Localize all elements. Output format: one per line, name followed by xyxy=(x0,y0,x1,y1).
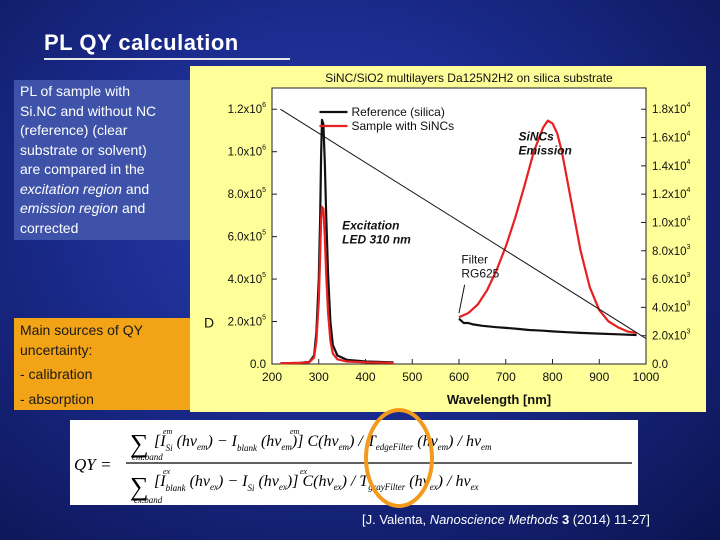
x-tick-label: 600 xyxy=(449,370,469,384)
y-right-tick-label: 1.4x104 xyxy=(652,159,691,173)
pl-spectrum-chart: SiNC/SiO2 multilayers Da125N2H2 on silic… xyxy=(190,66,706,412)
pl-spectrum-svg: SiNC/SiO2 multilayers Da125N2H2 on silic… xyxy=(204,71,691,407)
note-excitation-region: excitation region xyxy=(20,180,122,197)
legend-label: Reference (silica) xyxy=(351,105,444,119)
x-tick-label: 700 xyxy=(496,370,516,384)
annotation-line1: Excitation xyxy=(342,219,399,233)
y-left-tick-label: 2.0x105 xyxy=(228,315,267,329)
uncertainty-line-1: Main sources of QY xyxy=(20,322,143,338)
y-right-tick-label: 4.0x103 xyxy=(652,300,691,314)
note-line-1: PL of sample with xyxy=(20,83,130,99)
y-left-tick-label: 8.0x105 xyxy=(228,187,267,201)
x-tick-label: 400 xyxy=(355,370,375,384)
annotation-line2: RG625 xyxy=(461,267,499,281)
series-line-4 xyxy=(280,108,647,339)
formula-numerator-sup-blank: em xyxy=(290,427,300,436)
note-line-6: excitation region and xyxy=(20,180,184,200)
note-emission-region: emission region xyxy=(20,200,119,216)
y-right-tick-label: 1.2x104 xyxy=(652,187,691,201)
annotation-line1: SiNCs xyxy=(519,129,555,143)
x-tick-label: 500 xyxy=(402,370,422,384)
y-left-tick-label: 0.0 xyxy=(250,359,266,371)
x-tick-label: 900 xyxy=(589,370,609,384)
citation-rest: (2014) 11-27] xyxy=(569,512,650,527)
x-axis-label: Wavelength [nm] xyxy=(447,392,551,407)
y-left-tick-label: 6.0x105 xyxy=(228,230,267,244)
chart-title: SiNC/SiO2 multilayers Da125N2H2 on silic… xyxy=(325,71,613,85)
note-line-2: Si.NC and without NC xyxy=(20,102,157,119)
y-left-tick-label: 4.0x105 xyxy=(228,272,267,286)
note-line-8: corrected xyxy=(20,219,79,236)
formula-denominator-sub: ex.band xyxy=(134,495,163,505)
plot-area xyxy=(271,87,647,365)
annotation-line2: LED 310 nm xyxy=(342,233,411,247)
legend-label: Sample with SiNCs xyxy=(351,119,454,133)
citation: [J. Valenta, Nanoscience Methods 3 (2014… xyxy=(362,512,650,527)
y-left-axis-title: D xyxy=(204,315,214,331)
highlight-ring-absorption xyxy=(180,412,368,506)
highlight-ring-calibration xyxy=(364,408,434,508)
y-right-tick-label: 0.0 xyxy=(652,359,668,371)
explanation-note-box: PL of sample with Si.NC and without NC (… xyxy=(14,80,190,240)
note-line-5: are compared in the xyxy=(20,161,145,177)
annotation-line1: Filter xyxy=(461,253,488,267)
formula-numerator-sub: em.band xyxy=(132,452,163,462)
uncertainty-item-calibration: - calibration xyxy=(20,366,93,382)
note-line-7: emission region and xyxy=(20,199,184,219)
slide-title: PL QY calculation xyxy=(44,30,239,55)
note-line-4: substrate or solvent) xyxy=(20,141,147,158)
x-tick-label: 1000 xyxy=(633,370,660,384)
series-line-2 xyxy=(458,317,637,337)
citation-journal: Nanoscience Methods xyxy=(429,512,559,527)
y-right-tick-label: 8.0x103 xyxy=(652,244,691,258)
formula-denominator-sup-si: ex xyxy=(300,467,308,476)
x-tick-label: 200 xyxy=(262,370,282,384)
y-left-tick-label: 1.2x106 xyxy=(228,102,267,116)
x-tick-label: 800 xyxy=(542,370,562,384)
x-tick-label: 300 xyxy=(309,370,329,384)
y-right-tick-label: 1.0x104 xyxy=(652,215,691,229)
y-right-tick-label: 6.0x103 xyxy=(652,272,691,286)
note-line-3: (reference) (clear xyxy=(20,122,128,138)
title-underline xyxy=(44,58,290,60)
formula-denominator-sup-blank: ex xyxy=(163,467,171,476)
annotation-line2: Emission xyxy=(519,143,572,157)
uncertainty-item-absorption: - absorption xyxy=(20,391,94,407)
citation-volume: 3 xyxy=(561,512,570,527)
formula-denominator-sum: ∑ xyxy=(130,472,149,501)
uncertainty-line-2: uncertainty: xyxy=(20,342,93,358)
formula-lhs: QY = xyxy=(74,455,111,474)
series-line-1 xyxy=(280,205,394,365)
formula-numerator-sum: ∑ xyxy=(130,429,149,458)
citation-prefix: [J. Valenta, xyxy=(362,512,430,527)
note-line-7-tail: and xyxy=(118,200,146,216)
uncertainty-note-box: Main sources of QY uncertainty: - calibr… xyxy=(14,318,190,410)
y-right-tick-label: 1.6x104 xyxy=(652,131,691,145)
formula-numerator-sup-si: em xyxy=(163,427,173,436)
filter-pointer xyxy=(458,284,466,314)
series-line-3 xyxy=(458,119,637,334)
y-right-tick-label: 2.0x103 xyxy=(652,329,691,343)
y-right-tick-label: 1.8x104 xyxy=(652,102,691,116)
y-left-tick-label: 1.0x106 xyxy=(228,145,267,159)
note-line-6-tail: and xyxy=(121,180,150,197)
